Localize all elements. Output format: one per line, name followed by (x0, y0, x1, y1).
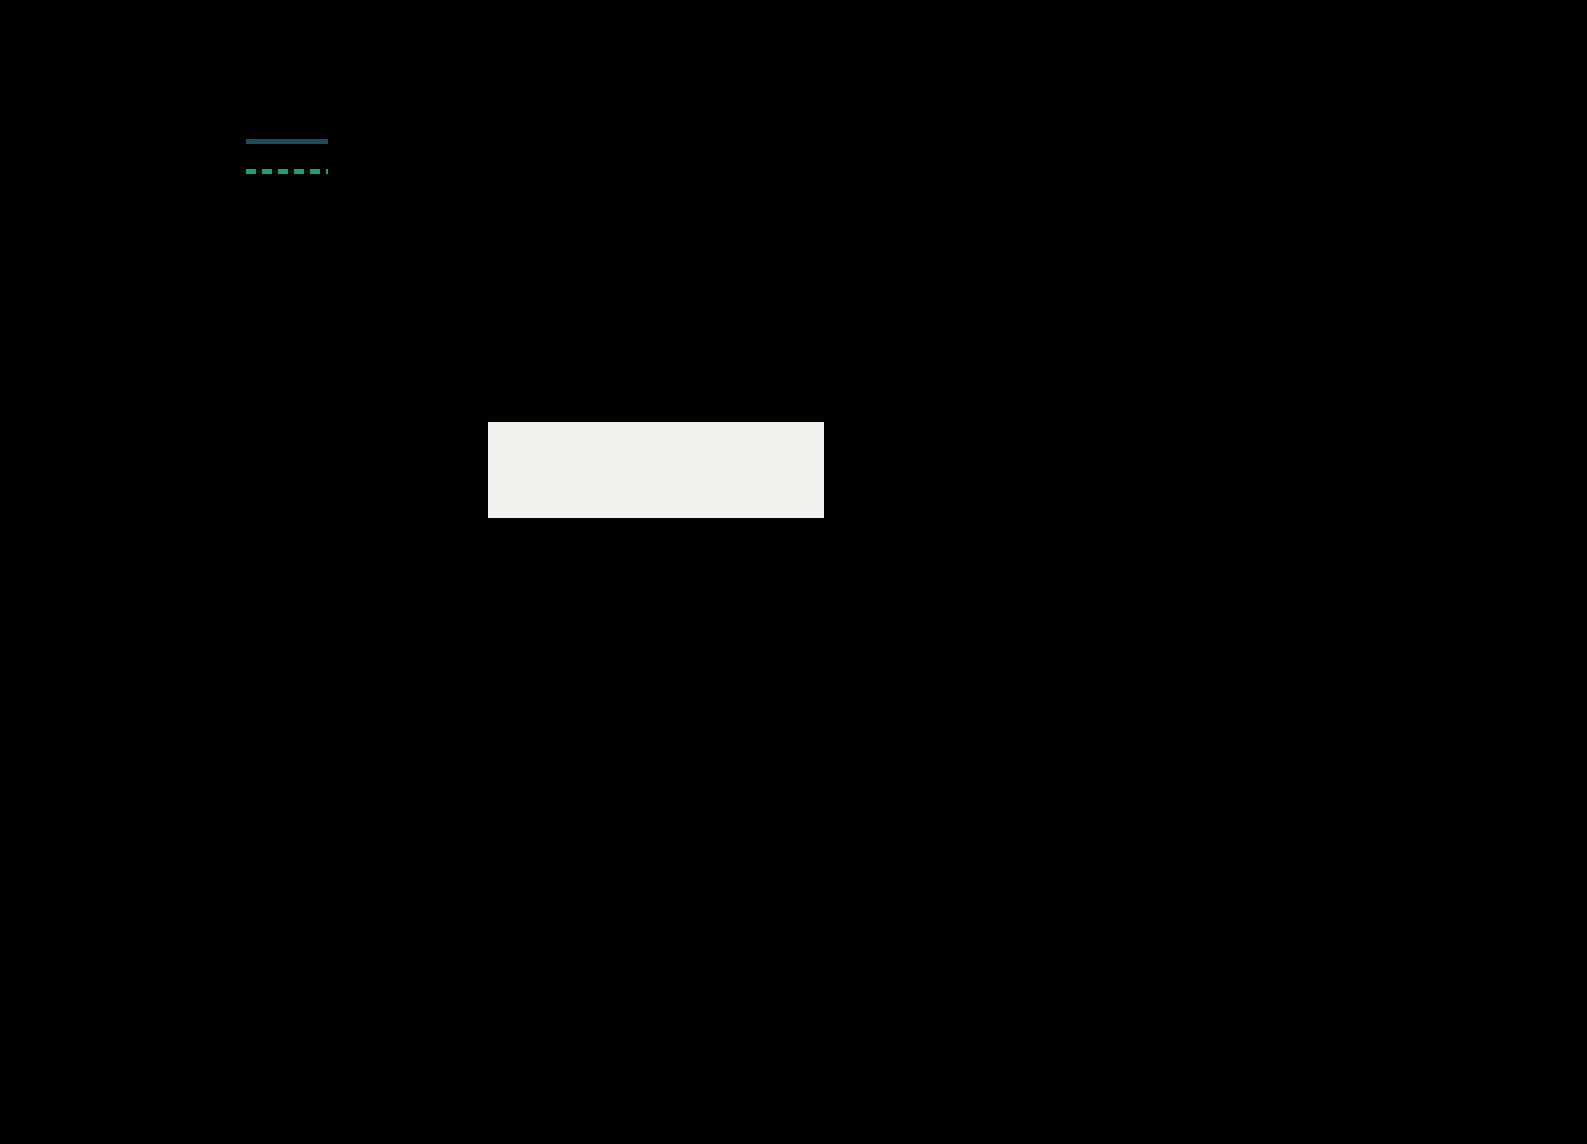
legend (246, 126, 343, 186)
legend-item-roa (246, 126, 343, 156)
legend-swatch-dashed-line (246, 168, 328, 174)
legend-swatch-solid-line (246, 138, 328, 144)
title-box (488, 422, 824, 518)
legend-item-roe (246, 156, 343, 186)
